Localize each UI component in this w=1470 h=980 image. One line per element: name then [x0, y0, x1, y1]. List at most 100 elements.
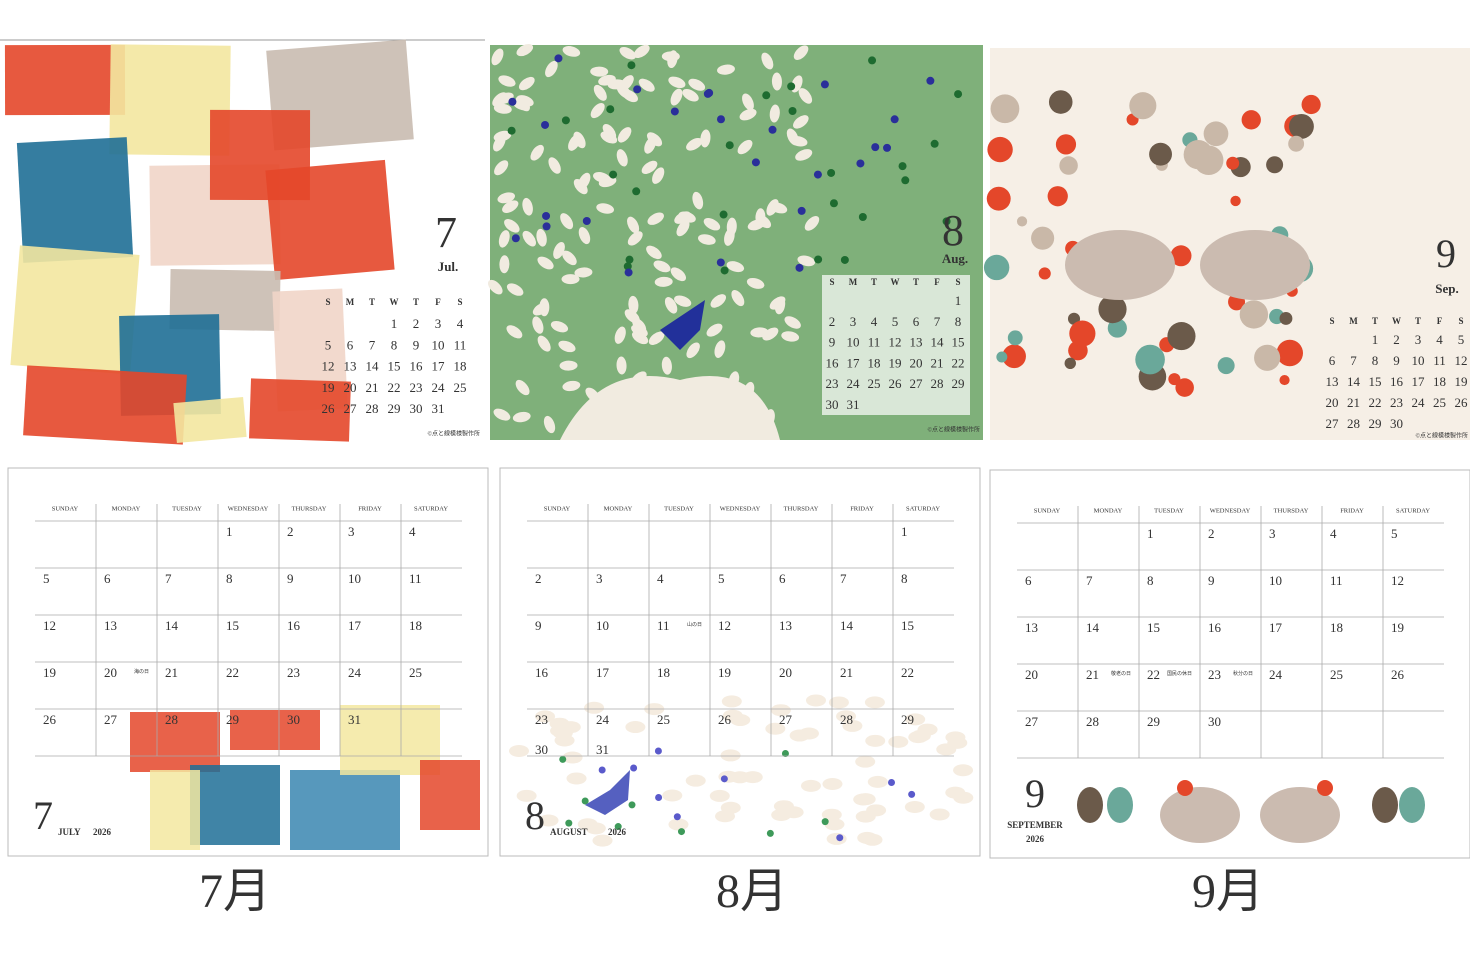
berry — [797, 206, 806, 215]
motif — [1007, 330, 1023, 346]
motif — [1055, 134, 1077, 155]
leaf — [805, 694, 826, 707]
leaf — [783, 806, 804, 819]
leaf — [491, 48, 504, 66]
mini-day: 22 — [952, 355, 965, 370]
patch — [23, 365, 187, 445]
mini-day: 19 — [889, 355, 902, 370]
leaf — [598, 176, 617, 188]
motif — [1241, 110, 1261, 130]
mini-day: 26 — [1455, 395, 1469, 410]
leaf — [836, 710, 857, 723]
leaf — [720, 749, 741, 762]
leaf — [506, 283, 524, 296]
leaf — [562, 46, 581, 57]
day: 4 — [409, 524, 416, 539]
weekday: SUNDAY — [1034, 507, 1061, 514]
leaf — [522, 230, 537, 247]
weekday: WEDNESDAY — [1210, 507, 1251, 514]
leaf — [498, 230, 510, 248]
leaf — [628, 295, 639, 314]
leaf — [593, 84, 607, 101]
mini-day: 18 — [1433, 374, 1446, 389]
leaf — [664, 297, 678, 314]
berry — [508, 97, 517, 106]
berry — [511, 234, 520, 243]
leaf — [905, 713, 926, 726]
leaf — [627, 231, 643, 246]
leaf — [686, 342, 700, 359]
leaf — [722, 709, 743, 722]
berry — [606, 105, 615, 114]
motif — [990, 94, 1020, 124]
footer-number: 9 — [1025, 771, 1045, 816]
day: 5 — [1391, 526, 1398, 541]
motif — [1129, 92, 1157, 120]
mini-day: 2 — [829, 314, 836, 329]
berry — [858, 213, 867, 222]
squirrel — [1260, 787, 1340, 843]
month-number: 8 — [942, 206, 964, 255]
leaf — [499, 255, 510, 274]
leaf — [798, 88, 813, 104]
day: 26 — [43, 712, 57, 727]
mini-day: 31 — [847, 397, 860, 412]
mini-day: 25 — [1433, 395, 1446, 410]
leaf — [746, 277, 765, 289]
leaf — [739, 108, 757, 121]
footer-month: JULY — [58, 827, 81, 837]
mini-day: 27 — [910, 376, 924, 391]
day: 17 — [348, 618, 362, 633]
mini-day: 3 — [1415, 332, 1422, 347]
leaf — [516, 43, 534, 57]
day: 12 — [43, 618, 56, 633]
day: 23 — [535, 712, 548, 727]
leaf — [585, 822, 606, 835]
month-number: 7 — [435, 208, 457, 257]
leaf — [678, 211, 696, 223]
day: 10 — [596, 618, 609, 633]
berry — [632, 187, 641, 196]
leaf — [574, 267, 593, 278]
leaf — [617, 127, 632, 143]
day: 28 — [840, 712, 853, 727]
day: 17 — [596, 665, 610, 680]
day: 2 — [1208, 526, 1215, 541]
motif — [1047, 186, 1068, 207]
mini-day: 8 — [1372, 353, 1379, 368]
motif — [1276, 339, 1304, 367]
leaf — [560, 213, 574, 230]
motif — [1266, 156, 1284, 174]
day: 5 — [43, 571, 50, 586]
leaf — [793, 45, 809, 60]
leaf — [867, 775, 888, 788]
tree — [560, 376, 780, 440]
motif — [1239, 300, 1269, 329]
day: 16 — [535, 665, 549, 680]
mini-day: 5 — [892, 314, 899, 329]
berry — [766, 829, 774, 837]
leaf — [502, 200, 519, 213]
mini-day: 3 — [850, 314, 857, 329]
leaf — [590, 102, 605, 119]
leaf — [706, 323, 723, 337]
mini-day: 28 — [931, 376, 944, 391]
leaf — [824, 818, 845, 831]
motif — [983, 254, 1010, 281]
mini-day: 8 — [955, 314, 962, 329]
day: 3 — [348, 524, 355, 539]
day: 25 — [1330, 667, 1343, 682]
mini-day: 7 — [369, 337, 376, 352]
leaf — [562, 250, 577, 266]
mini-weekday: S — [829, 277, 834, 287]
leaf — [627, 216, 640, 234]
leaf — [729, 771, 750, 784]
berry — [582, 216, 591, 225]
mini-day: 28 — [366, 401, 379, 416]
illustrations — [4, 39, 1425, 850]
berry — [725, 141, 734, 150]
mini-day: 22 — [388, 380, 401, 395]
leaf — [726, 217, 737, 236]
leaf — [568, 134, 581, 151]
squirrel — [1200, 230, 1310, 300]
